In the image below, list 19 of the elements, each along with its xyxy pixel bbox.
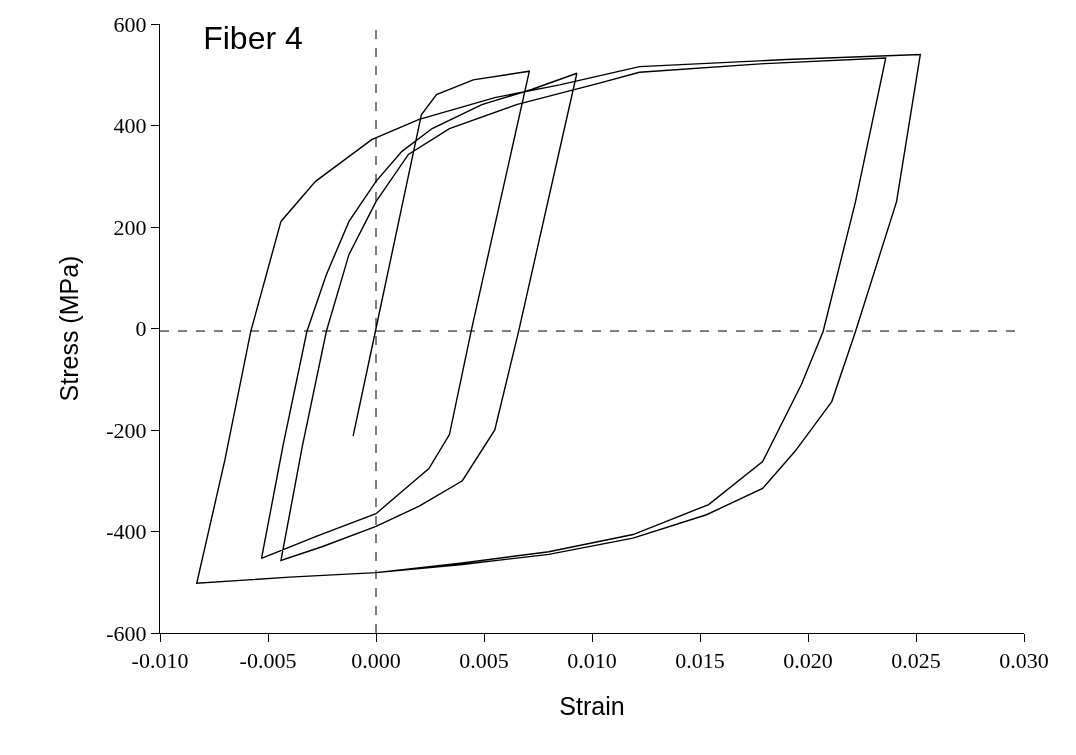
chart-title: Fiber 4 (203, 19, 303, 56)
x-axis-title: Strain (559, 692, 625, 721)
x-tick-label: 0.030 (999, 648, 1049, 674)
x-tick-label: -0.005 (239, 648, 297, 674)
x-tick-label: -0.010 (131, 648, 189, 674)
y-tick-label: -200 (106, 417, 147, 443)
x-tick-label: 0.025 (891, 648, 941, 674)
y-tick-label: 400 (113, 113, 147, 139)
x-tick-label: 0.015 (675, 648, 725, 674)
x-tick-label: 0.010 (567, 648, 617, 674)
y-tick-label: 200 (113, 214, 147, 240)
y-tick-label: 0 (135, 316, 147, 342)
x-tick-label: 0.005 (459, 648, 509, 674)
x-tick-label: 0.020 (783, 648, 833, 674)
y-tick-label: 600 (113, 11, 147, 37)
x-tick-label: 0.000 (351, 648, 401, 674)
y-axis-title: Stress (MPa) (55, 255, 84, 402)
y-tick-label: -400 (106, 519, 147, 545)
y-tick-label: -600 (106, 620, 147, 646)
